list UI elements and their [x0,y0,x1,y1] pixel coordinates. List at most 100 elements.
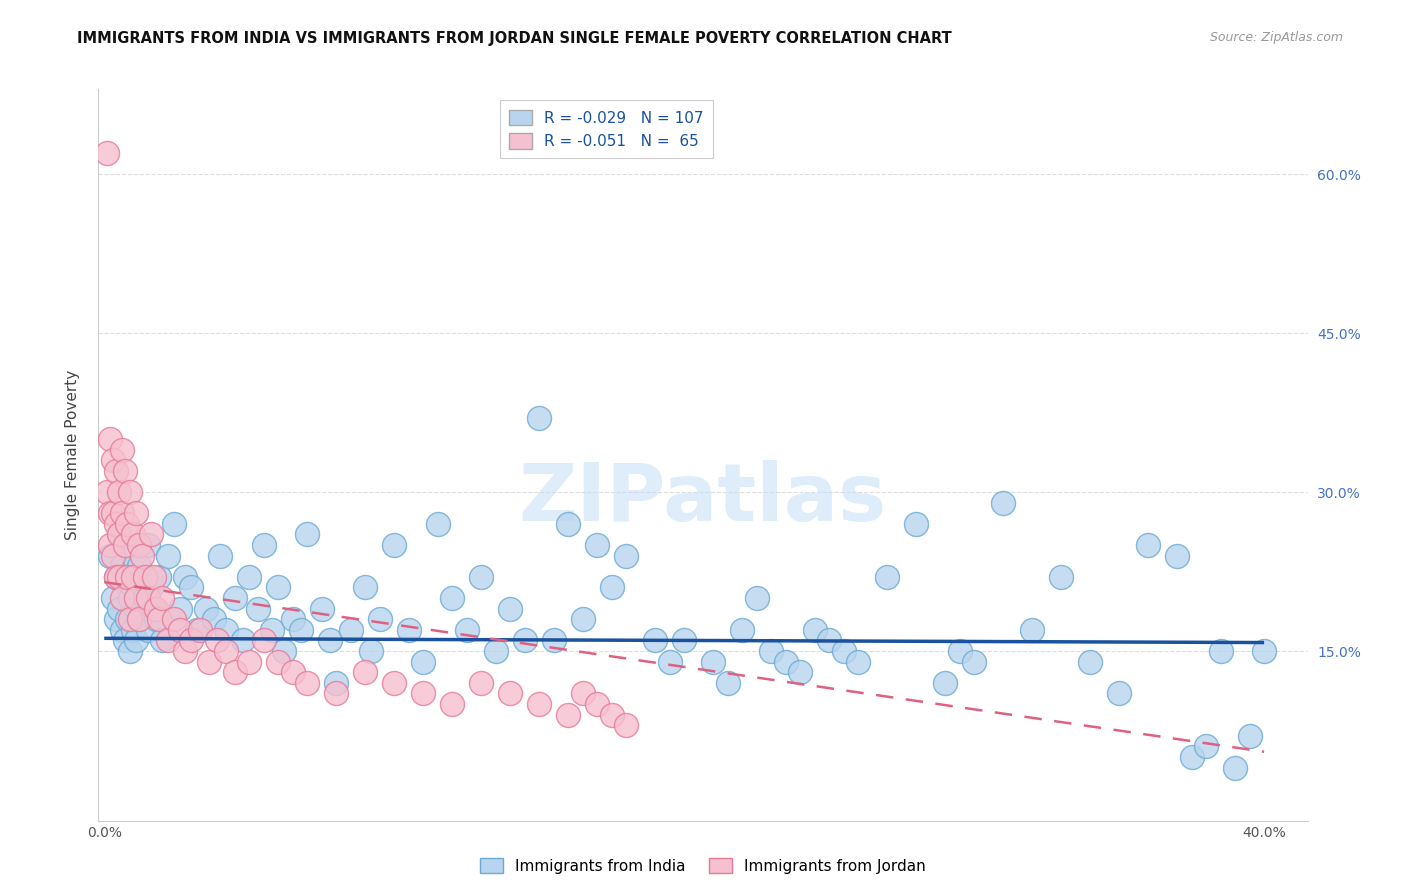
Point [197,655,219,669]
Point [295,527,318,541]
Point [224,665,246,680]
Point [98,506,121,520]
Point [513,633,536,648]
Point [101,549,124,563]
Point [114,633,136,648]
Point [441,591,464,605]
Point [267,581,290,595]
Point [1078,655,1101,669]
Point [207,633,229,648]
Point [125,601,148,615]
Point [262,623,284,637]
Point [125,633,148,648]
Point [527,410,550,425]
Point [614,718,637,732]
Point [702,655,724,669]
Point [253,538,276,552]
Point [186,623,208,637]
Point [281,612,304,626]
Point [818,633,841,648]
Point [107,485,129,500]
Point [571,612,593,626]
Point [98,432,121,446]
Point [98,549,121,563]
Point [104,464,127,478]
Point [156,549,179,563]
Point [163,516,186,531]
Point [125,506,148,520]
Point [110,442,132,457]
Point [426,516,449,531]
Point [110,623,132,637]
Point [470,676,492,690]
Point [145,601,167,615]
Point [441,697,464,711]
Point [319,633,342,648]
Point [412,655,434,669]
Point [136,538,159,552]
Point [586,697,609,711]
Point [136,591,159,605]
Point [174,570,197,584]
Point [120,485,142,500]
Point [156,633,179,648]
Point [527,697,550,711]
Point [789,665,811,680]
Point [180,633,202,648]
Point [571,686,593,700]
Point [876,570,898,584]
Point [122,581,145,595]
Point [238,655,260,669]
Point [232,633,254,648]
Point [142,570,165,584]
Point [382,538,405,552]
Point [281,665,304,680]
Point [136,623,159,637]
Point [107,527,129,541]
Point [456,623,478,637]
Point [295,676,318,690]
Point [117,516,139,531]
Point [163,612,186,626]
Point [101,453,124,467]
Point [148,612,170,626]
Point [267,655,290,669]
Point [759,644,782,658]
Point [224,591,246,605]
Point [122,570,145,584]
Point [128,538,150,552]
Point [325,676,347,690]
Point [125,591,148,605]
Point [122,527,145,541]
Point [499,601,522,615]
Point [1223,761,1246,775]
Text: ZIPatlas: ZIPatlas [519,459,887,538]
Point [142,601,165,615]
Point [644,633,666,648]
Point [101,506,124,520]
Point [934,676,956,690]
Point [717,676,740,690]
Point [905,516,928,531]
Point [169,601,191,615]
Point [107,527,129,541]
Point [325,686,347,700]
Point [180,581,202,595]
Point [368,612,391,626]
Point [209,549,232,563]
Point [98,538,121,552]
Point [1209,644,1232,658]
Point [543,633,565,648]
Point [339,623,361,637]
Point [120,612,142,626]
Legend: R = -0.029   N = 107, R = -0.051   N =  65: R = -0.029 N = 107, R = -0.051 N = 65 [499,101,713,159]
Point [114,538,136,552]
Point [557,707,579,722]
Point [253,633,276,648]
Point [1021,623,1043,637]
Point [194,601,217,615]
Point [485,644,508,658]
Point [658,655,681,669]
Point [398,623,420,637]
Point [354,581,377,595]
